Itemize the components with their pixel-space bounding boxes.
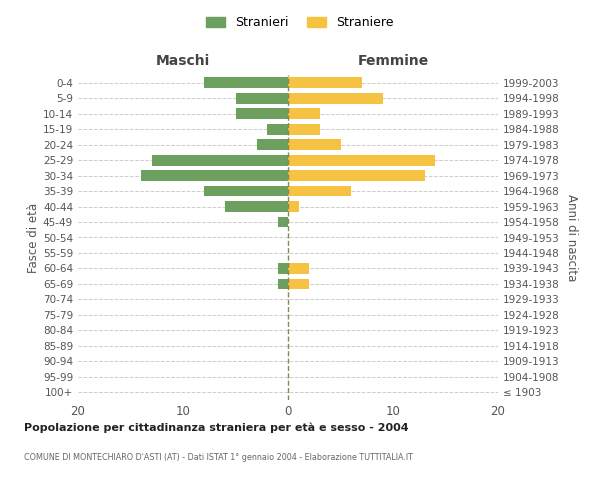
Text: Maschi: Maschi <box>156 54 210 68</box>
Bar <box>235 108 288 119</box>
Bar <box>141 170 288 181</box>
Bar <box>288 263 309 274</box>
Legend: Stranieri, Straniere: Stranieri, Straniere <box>202 11 398 34</box>
Bar <box>288 124 320 134</box>
Bar <box>288 154 435 166</box>
Bar <box>204 78 288 88</box>
Bar <box>151 154 288 166</box>
Y-axis label: Fasce di età: Fasce di età <box>27 202 40 272</box>
Bar <box>277 278 288 289</box>
Text: Femmine: Femmine <box>358 54 428 68</box>
Bar <box>225 201 288 212</box>
Bar <box>288 139 341 150</box>
Bar <box>204 186 288 196</box>
Bar <box>288 201 299 212</box>
Bar <box>277 216 288 228</box>
Bar <box>288 170 425 181</box>
Bar <box>288 93 383 104</box>
Bar <box>288 78 361 88</box>
Bar <box>257 139 288 150</box>
Bar <box>288 186 351 196</box>
Bar <box>277 263 288 274</box>
Bar <box>235 93 288 104</box>
Bar <box>288 108 320 119</box>
Bar <box>288 278 309 289</box>
Y-axis label: Anni di nascita: Anni di nascita <box>565 194 578 281</box>
Bar <box>267 124 288 134</box>
Text: COMUNE DI MONTECHIARO D'ASTI (AT) - Dati ISTAT 1° gennaio 2004 - Elaborazione TU: COMUNE DI MONTECHIARO D'ASTI (AT) - Dati… <box>24 452 413 462</box>
Text: Popolazione per cittadinanza straniera per età e sesso - 2004: Popolazione per cittadinanza straniera p… <box>24 422 409 433</box>
